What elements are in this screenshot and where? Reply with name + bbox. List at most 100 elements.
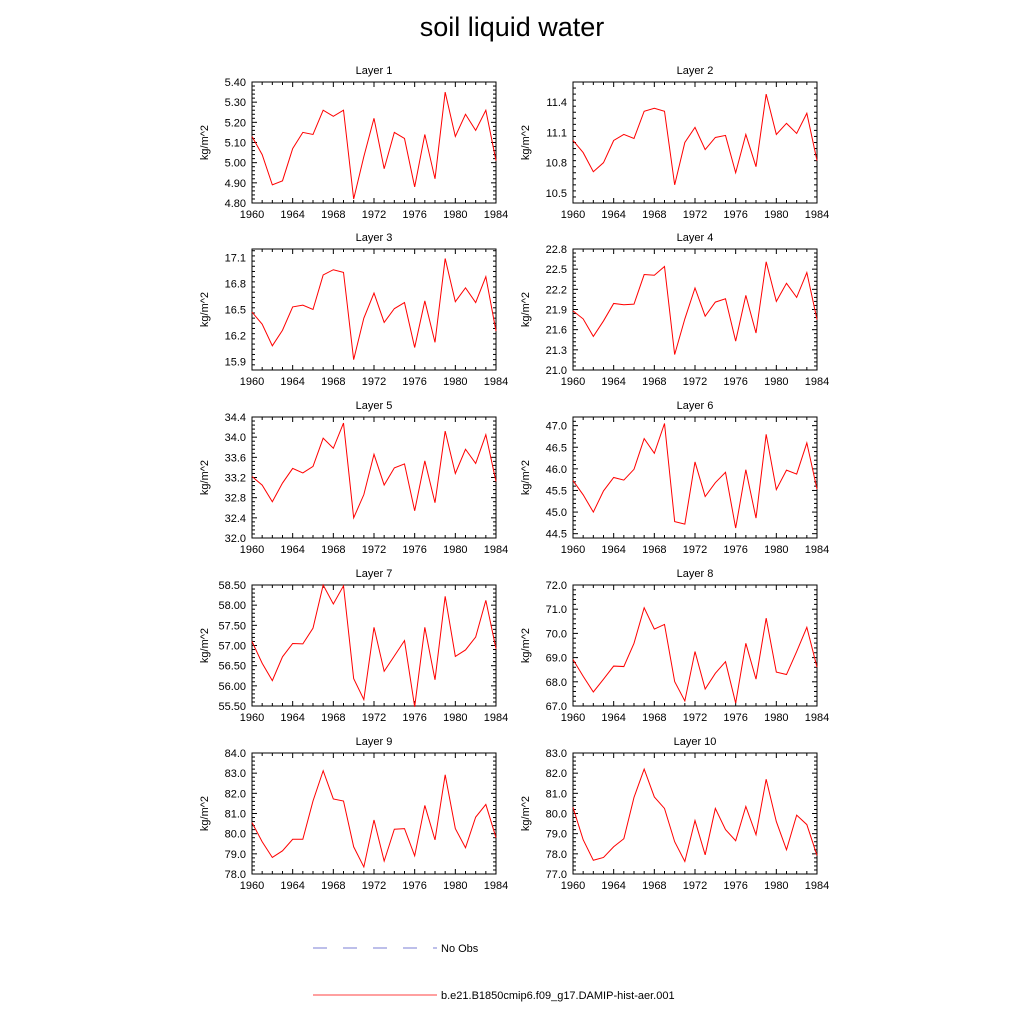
x-tick-label: 1980	[443, 376, 467, 388]
y-tick-label: 81.0	[225, 809, 246, 821]
y-axis-label: kg/m^2	[520, 292, 532, 327]
panel-title: Layer 5	[356, 400, 393, 412]
y-tick-label: 46.5	[546, 442, 567, 454]
series-line	[572, 606, 818, 704]
x-tick-label: 1984	[484, 712, 508, 724]
x-tick-label: 1980	[443, 209, 467, 221]
y-tick-label: 78.0	[225, 869, 246, 881]
y-tick-label: 16.8	[225, 279, 246, 291]
panel-title: Layer 1	[356, 65, 393, 77]
x-tick-label: 1964	[601, 880, 625, 892]
x-tick-label: 1980	[764, 880, 788, 892]
x-tick-label: 1968	[321, 544, 345, 556]
y-tick-label: 70.0	[546, 628, 567, 640]
y-tick-label: 55.50	[218, 701, 246, 713]
x-tick-label: 1968	[642, 209, 666, 221]
y-tick-label: 45.5	[546, 485, 567, 497]
x-tick-label: 1972	[362, 880, 386, 892]
x-tick-label: 1972	[362, 209, 386, 221]
y-tick-label: 22.2	[546, 284, 567, 296]
y-tick-label: 77.0	[546, 869, 567, 881]
y-axis-label: kg/m^2	[520, 460, 532, 495]
x-tick-label: 1968	[642, 880, 666, 892]
panel-title: Layer 9	[356, 736, 393, 748]
y-axis-label: kg/m^2	[520, 628, 532, 663]
x-tick-label: 1960	[240, 712, 264, 724]
plot-frame	[572, 584, 818, 707]
x-tick-label: 1964	[601, 209, 625, 221]
series-line	[572, 93, 818, 185]
y-tick-label: 32.0	[225, 533, 246, 545]
x-tick-label: 1980	[764, 376, 788, 388]
y-tick-label: 78.0	[546, 849, 567, 861]
plot-frame	[572, 416, 818, 539]
x-tick-label: 1980	[443, 880, 467, 892]
y-tick-label: 5.00	[225, 158, 246, 170]
y-tick-label: 80.0	[225, 829, 246, 841]
y-tick-label: 11.1	[546, 127, 567, 139]
series-line	[251, 583, 497, 707]
y-tick-label: 56.00	[218, 681, 246, 693]
x-tick-label: 1968	[321, 880, 345, 892]
x-tick-label: 1960	[240, 376, 264, 388]
x-tick-label: 1976	[723, 209, 747, 221]
y-tick-label: 71.0	[546, 604, 567, 616]
panel-layer-8: Layer 8 kg/m^2 1960 1964 1968 1972 1976 1980 198…	[520, 568, 829, 724]
y-axis-label: kg/m^2	[199, 460, 211, 495]
panel-layer-9: Layer 9 kg/m^2 1960 1964 1968 1972 1976 1980 198…	[199, 736, 508, 892]
y-tick-label: 56.50	[218, 661, 246, 673]
legend: No Obs b.e21.B1850cmip6.f09_g17.DAMIP-his…	[313, 943, 675, 1002]
y-tick-label: 32.8	[225, 493, 246, 505]
y-tick-label: 57.50	[218, 620, 246, 632]
x-tick-label: 1964	[280, 712, 304, 724]
panel-layer-7: Layer 7 kg/m^2 1960 1964 1968 1972 1976 1980 198…	[199, 568, 508, 724]
legend-label-no-obs: No Obs	[441, 943, 479, 955]
x-tick-label: 1964	[280, 209, 304, 221]
y-tick-label: 5.10	[225, 138, 246, 150]
panel-title: Layer 10	[674, 736, 717, 748]
x-tick-label: 1972	[683, 880, 707, 892]
y-tick-label: 34.4	[225, 412, 246, 424]
plot-frame	[251, 752, 497, 875]
y-tick-label: 46.0	[546, 464, 567, 476]
x-tick-label: 1976	[402, 376, 426, 388]
y-axis-label: kg/m^2	[520, 125, 532, 160]
x-tick-label: 1972	[683, 712, 707, 724]
y-tick-label: 68.0	[546, 677, 567, 689]
y-tick-label: 5.20	[225, 117, 246, 129]
x-tick-label: 1980	[764, 712, 788, 724]
y-tick-label: 21.6	[546, 325, 567, 337]
plot-frame	[251, 584, 497, 707]
x-tick-label: 1968	[642, 712, 666, 724]
y-axis-label: kg/m^2	[199, 125, 211, 160]
y-tick-label: 17.1	[225, 253, 246, 265]
series-line	[572, 423, 818, 529]
y-tick-label: 5.40	[225, 77, 246, 89]
y-tick-label: 79.0	[546, 829, 567, 841]
x-tick-label: 1972	[683, 544, 707, 556]
y-tick-label: 22.5	[546, 264, 567, 276]
y-tick-label: 58.50	[218, 580, 246, 592]
y-tick-label: 57.00	[218, 641, 246, 653]
plot-frame	[572, 81, 818, 204]
x-tick-label: 1980	[764, 209, 788, 221]
x-tick-label: 1976	[402, 712, 426, 724]
series-line	[251, 258, 497, 360]
x-tick-label: 1968	[321, 209, 345, 221]
panel-title: Layer 4	[677, 232, 714, 244]
panel-layer-6: Layer 6 kg/m^2 1960 1964 1968 1972 1976 1980 198…	[520, 400, 829, 556]
y-tick-label: 22.8	[546, 244, 567, 256]
y-tick-label: 21.9	[546, 305, 567, 317]
y-tick-label: 33.2	[225, 473, 246, 485]
x-tick-label: 1984	[805, 712, 829, 724]
plot-frame	[251, 248, 497, 371]
x-tick-label: 1984	[484, 544, 508, 556]
y-tick-label: 72.0	[546, 580, 567, 592]
plot-frame	[251, 81, 497, 204]
x-tick-label: 1960	[561, 544, 585, 556]
y-tick-label: 81.0	[546, 788, 567, 800]
x-tick-label: 1972	[683, 376, 707, 388]
y-tick-label: 5.30	[225, 97, 246, 109]
y-tick-label: 34.0	[225, 432, 246, 444]
